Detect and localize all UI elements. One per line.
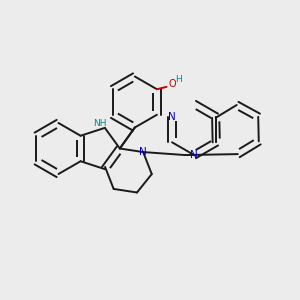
Text: N: N <box>139 147 147 157</box>
Text: O: O <box>168 79 176 89</box>
Text: N: N <box>190 150 198 160</box>
Text: N: N <box>168 112 176 122</box>
Text: H: H <box>175 75 182 84</box>
Text: NH: NH <box>93 119 106 128</box>
